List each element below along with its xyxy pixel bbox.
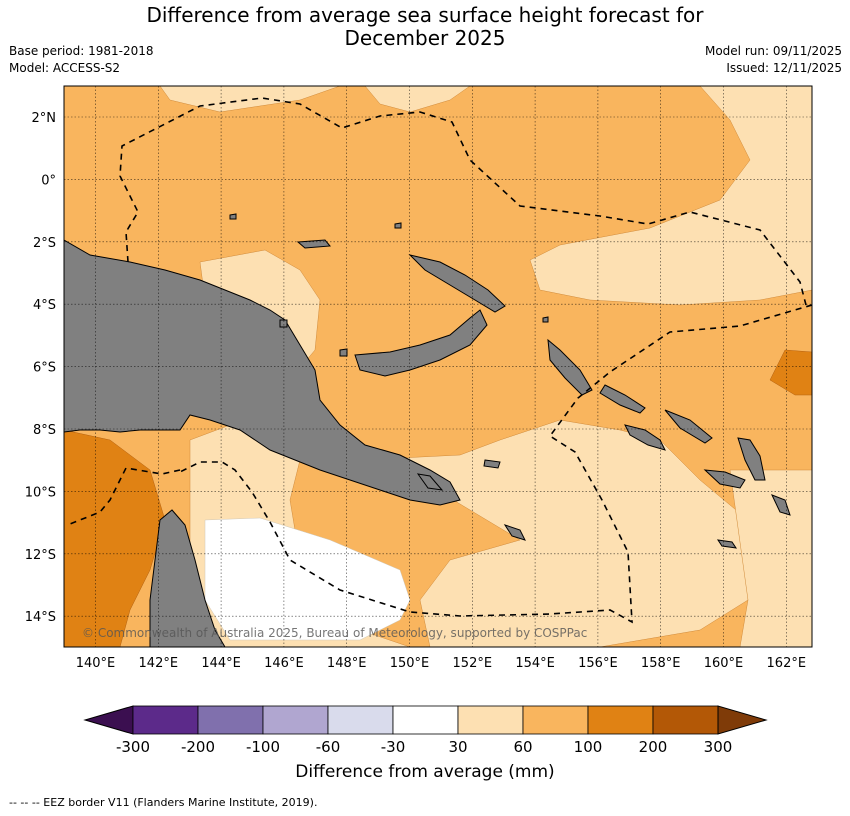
- longitude-label: 148°E: [327, 656, 367, 671]
- colorbar-tick-label: 200: [639, 738, 668, 756]
- new-guinea-land: [64, 239, 461, 506]
- colorbar: -300 -200 -100 -60 -30 30 60 100 200 300: [83, 705, 768, 756]
- graticule: [64, 86, 812, 647]
- guadalcanal-island: [624, 424, 666, 451]
- latitude-label: 14°S: [25, 610, 56, 625]
- meta-right: Model run: 09/11/2025 Issued: 12/11/2025: [705, 43, 842, 77]
- landmasses: [64, 213, 791, 647]
- anomaly-patch-solomon-east: [769, 349, 812, 396]
- louisiade-archipelago: [503, 524, 526, 541]
- eez-border-png-solomon: [179, 304, 812, 624]
- colorbar-label: Difference from average (mm): [295, 762, 555, 782]
- longitude-label: 154°E: [515, 656, 555, 671]
- longitude-label: 142°E: [139, 656, 179, 671]
- title-line-2: December 2025: [344, 26, 506, 50]
- colorbar-tick-label: -200: [181, 738, 215, 756]
- latitude-labels: 2°N 0° 2°S 4°S 6°S 8°S 10°S 12°S 14°S: [25, 111, 56, 625]
- longitude-label: 144°E: [201, 656, 241, 671]
- new-britain-island: [354, 309, 488, 377]
- longitude-label: 146°E: [264, 656, 304, 671]
- vanuatu-north-island: [737, 437, 766, 481]
- woodlark-island: [483, 459, 501, 469]
- small-island: [339, 348, 348, 357]
- latitude-label: 12°S: [25, 548, 56, 563]
- eez-legend-note: -- -- -- EEZ border V11 (Flanders Marine…: [9, 796, 318, 809]
- meta-left: Base period: 1981-2018 Model: ACCESS-S2: [9, 43, 154, 77]
- colorbar-segment: [132, 705, 199, 735]
- rennell-island: [716, 539, 738, 549]
- latitude-label: 10°S: [25, 485, 56, 500]
- colorbar-tick-label: -60: [316, 738, 341, 756]
- colorbar-segment: [522, 705, 589, 735]
- base-period: Base period: 1981-2018: [9, 44, 154, 58]
- malaita-island: [664, 409, 713, 444]
- choiseul-isabel-islands: [599, 384, 646, 414]
- colorbar-tick-label: 60: [513, 738, 532, 756]
- small-island: [394, 222, 402, 229]
- anomaly-patch-gulf: [64, 429, 166, 647]
- longitude-label: 158°E: [641, 656, 681, 671]
- colorbar-extend-high: [717, 705, 768, 735]
- bougainville-island: [547, 338, 593, 396]
- latitude-label: 4°S: [33, 298, 56, 313]
- longitude-label: 152°E: [453, 656, 493, 671]
- small-island: [542, 316, 549, 323]
- longitude-label: 160°E: [704, 656, 744, 671]
- vanuatu-island: [771, 494, 791, 516]
- colorbar-segment: [457, 705, 524, 735]
- colorbar-tick-label: -30: [381, 738, 406, 756]
- colorbar-tick-label: 30: [448, 738, 467, 756]
- copyright-text: © Commonwealth of Australia 2025, Bureau…: [82, 626, 587, 640]
- new-ireland-island: [408, 254, 506, 313]
- colorbar-tick-label: -100: [246, 738, 280, 756]
- longitude-label: 162°E: [767, 656, 807, 671]
- colorbar-segment: [587, 705, 654, 735]
- eez-borders: [69, 97, 812, 624]
- anomaly-patch-east: [729, 469, 812, 647]
- longitude-label: 150°E: [390, 656, 430, 671]
- colorbar-segment: [327, 705, 394, 735]
- colorbar-segment: [652, 705, 719, 735]
- map-border: [63, 85, 813, 648]
- small-island: [229, 213, 237, 220]
- small-island: [279, 319, 288, 328]
- anomaly-patch-north: [159, 86, 341, 113]
- latitude-label: 6°S: [33, 361, 56, 376]
- colorbar-tick-label: -300: [116, 738, 150, 756]
- eez-border-png: [119, 97, 807, 306]
- eez-border-torres-strait: [69, 467, 181, 525]
- title-line-1: Difference from average sea surface heig…: [146, 3, 704, 27]
- makira-island: [703, 469, 746, 489]
- longitude-labels: 140°E 142°E 144°E 146°E 148°E 150°E 152°E 154°E…: [76, 656, 806, 671]
- anomaly-patch-north-central: [364, 86, 471, 113]
- issued-date: Issued: 12/11/2025: [726, 61, 842, 75]
- dentrecasteaux-islands: [416, 473, 444, 491]
- colorbar-segment: [262, 705, 329, 735]
- latitude-label: 8°S: [33, 423, 56, 438]
- cape-york-land: [149, 509, 226, 647]
- latitude-label: 2°N: [32, 111, 57, 126]
- latitude-label: 2°S: [33, 236, 56, 251]
- longitude-label: 140°E: [76, 656, 116, 671]
- map-title: Difference from average sea surface heig…: [0, 4, 850, 50]
- colorbar-segment: [197, 705, 264, 735]
- colorbar-segment: [392, 705, 459, 735]
- longitude-label: 156°E: [578, 656, 618, 671]
- model-name: Model: ACCESS-S2: [9, 61, 121, 75]
- anomaly-100-200-regions: [64, 349, 812, 647]
- model-run: Model run: 09/11/2025: [704, 44, 842, 58]
- colorbar-tick-label: 100: [574, 738, 603, 756]
- map-frame: © Commonwealth of Australia 2025, Bureau…: [64, 86, 812, 647]
- colorbar-tick-label: 300: [704, 738, 733, 756]
- latitude-label: 0°: [41, 173, 56, 188]
- colorbar-extend-low: [83, 705, 134, 735]
